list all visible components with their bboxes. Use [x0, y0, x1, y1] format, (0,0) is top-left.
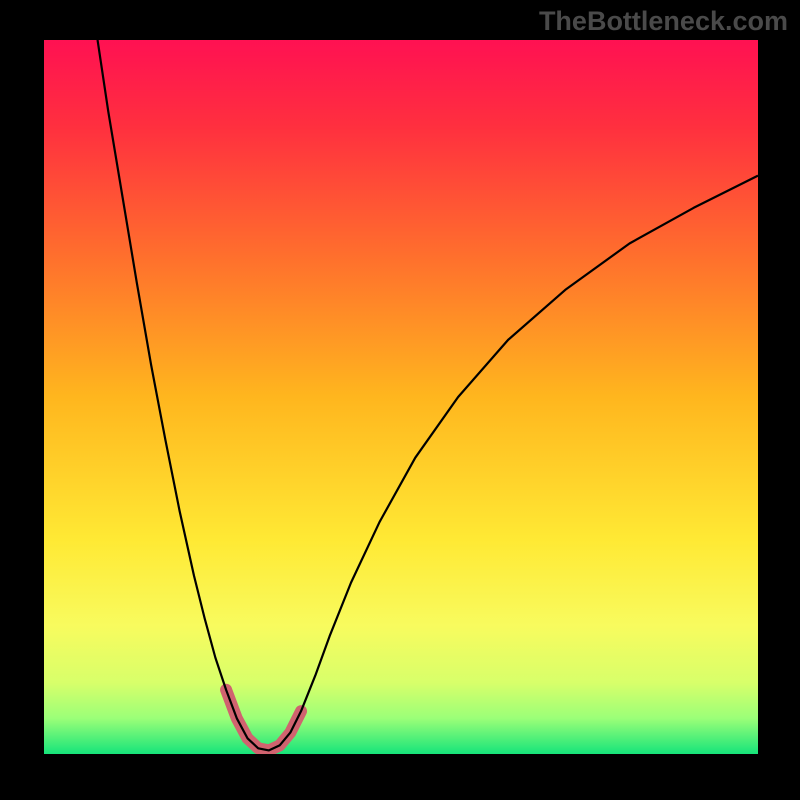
- watermark-text: TheBottleneck.com: [539, 6, 788, 37]
- plot-area: [44, 40, 758, 754]
- curve-line: [98, 40, 758, 750]
- chart-svg: [44, 40, 758, 754]
